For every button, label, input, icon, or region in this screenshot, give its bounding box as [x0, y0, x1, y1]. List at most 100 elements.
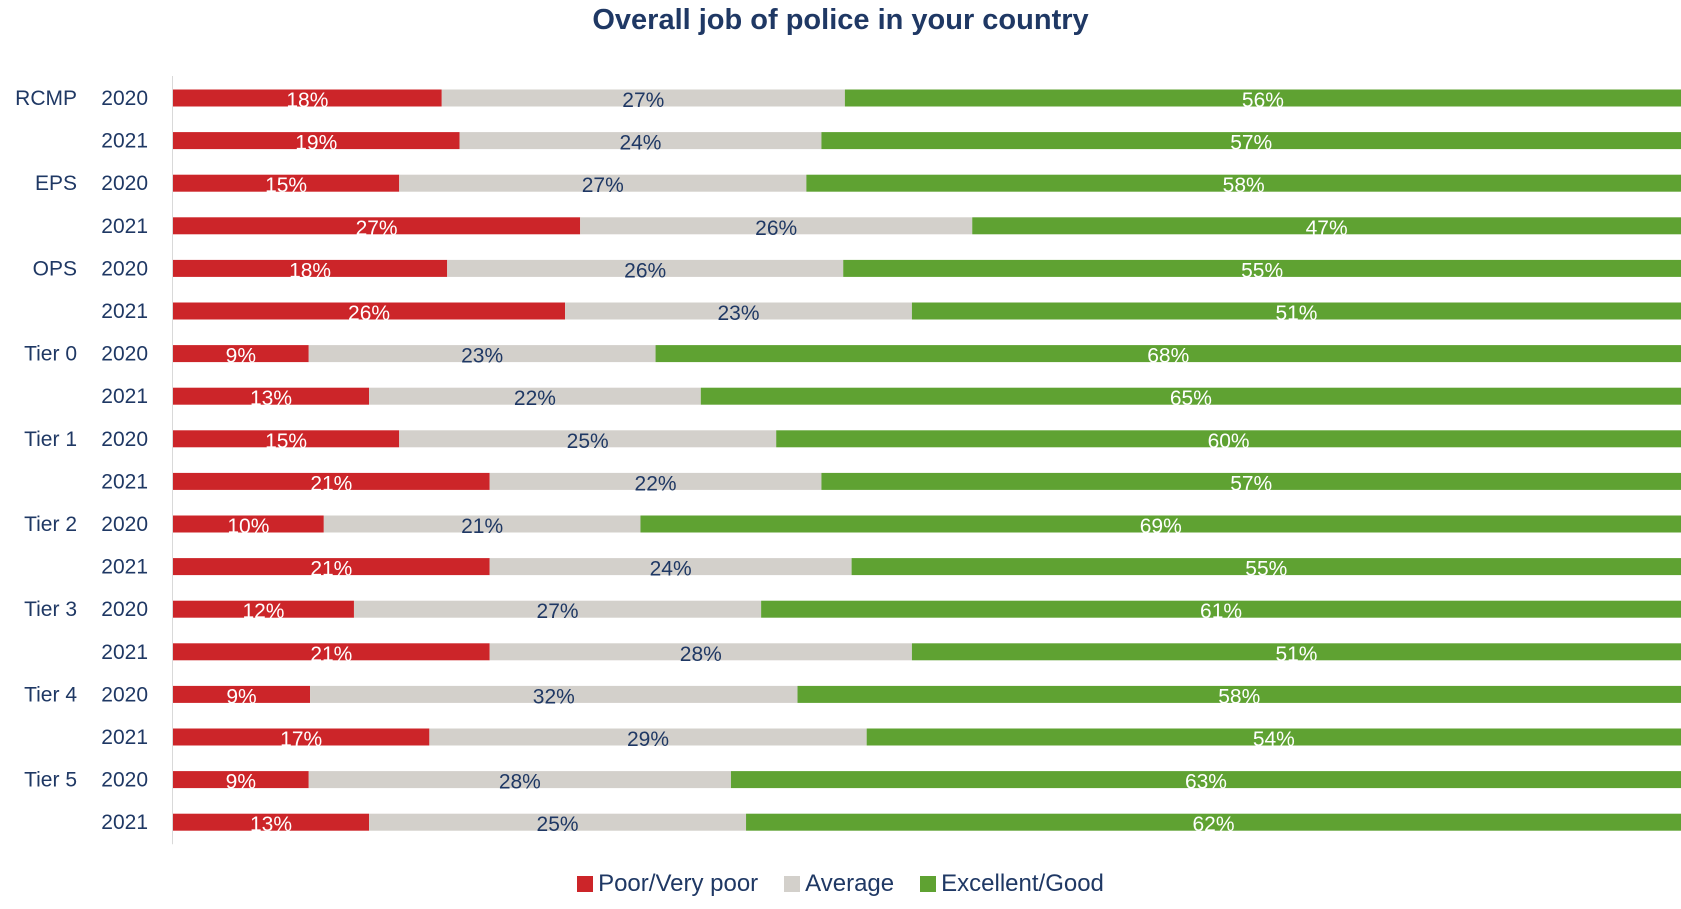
- group-label: Tier 4: [24, 683, 77, 706]
- year-label: 2021: [101, 300, 148, 323]
- year-label: 2021: [101, 556, 148, 579]
- bar-segment-poor: [173, 728, 430, 746]
- data-label: 15%: [265, 430, 307, 453]
- bar-segment-poor: [173, 558, 490, 576]
- year-label: 2020: [101, 87, 148, 110]
- group-label: RCMP: [15, 87, 77, 110]
- data-label: 18%: [289, 259, 331, 282]
- data-label: 65%: [1170, 387, 1212, 410]
- year-label: 2020: [101, 172, 148, 195]
- legend-label-excellent: Excellent/Good: [941, 870, 1104, 897]
- bar-segment-poor: [173, 132, 460, 150]
- data-label: 9%: [226, 771, 256, 794]
- bar-segment-excellent: [911, 643, 1681, 661]
- bar-segment-excellent: [797, 685, 1681, 703]
- data-label: 27%: [582, 174, 624, 197]
- data-label: 25%: [537, 813, 579, 836]
- data-label: 9%: [226, 685, 256, 708]
- bar-segment-poor: [173, 643, 490, 661]
- bar-segment-average: [308, 771, 731, 789]
- year-label: 2020: [101, 513, 148, 536]
- legend-item-excellent: Excellent/Good: [920, 870, 1104, 898]
- bar-segment-average: [489, 558, 852, 576]
- legend-swatch-excellent: [920, 876, 937, 892]
- data-label: 57%: [1230, 132, 1272, 155]
- bar-segment-poor: [173, 771, 309, 789]
- bar-segment-excellent: [640, 515, 1681, 533]
- bar-segment-poor: [173, 174, 400, 192]
- data-label: 22%: [514, 387, 556, 410]
- legend-label-poor: Poor/Very poor: [598, 870, 759, 897]
- data-label: 56%: [1242, 89, 1284, 112]
- bar-segment-excellent: [700, 387, 1681, 405]
- legend: Poor/Very poor Average Excellent/Good: [0, 870, 1681, 898]
- bar-segment-average: [310, 685, 798, 703]
- year-label: 2020: [101, 428, 148, 451]
- data-label: 27%: [622, 89, 664, 112]
- group-label: Tier 1: [24, 428, 77, 451]
- bar-segment-average: [369, 387, 701, 405]
- bar-segment-average: [353, 600, 762, 618]
- data-label: 22%: [635, 472, 677, 495]
- year-label: 2021: [101, 726, 148, 749]
- data-label: 69%: [1140, 515, 1182, 538]
- data-label: 15%: [265, 174, 307, 197]
- bar-segment-average: [399, 174, 807, 192]
- data-label: 17%: [280, 728, 322, 751]
- data-label: 63%: [1185, 771, 1227, 794]
- year-label: 2021: [101, 470, 148, 493]
- data-label: 62%: [1193, 813, 1235, 836]
- data-label: 55%: [1245, 558, 1287, 581]
- data-label: 10%: [227, 515, 269, 538]
- group-label: Tier 0: [24, 343, 77, 366]
- group-label: EPS: [35, 172, 77, 195]
- year-label: 2021: [101, 385, 148, 408]
- bar-segment-average: [447, 259, 844, 277]
- legend-swatch-average: [784, 876, 801, 892]
- bar-segment-poor: [173, 387, 370, 405]
- data-label: 23%: [461, 345, 503, 368]
- bar-segment-excellent: [866, 728, 1681, 746]
- bar-segment-excellent: [821, 132, 1681, 150]
- data-label: 25%: [567, 430, 609, 453]
- bar-segment-excellent: [821, 472, 1681, 490]
- bar-segment-poor: [173, 345, 309, 363]
- bar-segment-excellent: [806, 174, 1681, 192]
- bar-segment-average: [489, 472, 822, 490]
- bar-segment-excellent: [761, 600, 1681, 618]
- data-label: 27%: [356, 217, 398, 240]
- data-label: 23%: [717, 302, 759, 325]
- year-label: 2020: [101, 257, 148, 280]
- year-label: 2020: [101, 769, 148, 792]
- data-label: 21%: [310, 558, 352, 581]
- bar-segment-average: [459, 132, 822, 150]
- legend-item-average: Average: [784, 870, 894, 898]
- bar-segment-excellent: [776, 430, 1681, 448]
- group-label: Tier 5: [24, 769, 77, 792]
- bar-segment-average: [369, 813, 747, 831]
- data-label: 21%: [461, 515, 503, 538]
- data-label: 28%: [680, 643, 722, 666]
- bar-segment-average: [580, 217, 973, 235]
- data-label: 21%: [310, 643, 352, 666]
- bar-segment-excellent: [843, 259, 1681, 277]
- bar-segment-poor: [173, 259, 448, 277]
- data-label: 51%: [1275, 643, 1317, 666]
- bar-segment-poor: [173, 685, 311, 703]
- data-label: 55%: [1241, 259, 1283, 282]
- legend-label-average: Average: [805, 870, 895, 897]
- year-label: 2021: [101, 811, 148, 834]
- bar-segment-average: [441, 89, 845, 107]
- bar-segment-poor: [173, 813, 370, 831]
- bar-segment-excellent: [746, 813, 1681, 831]
- data-label: 21%: [310, 472, 352, 495]
- bar-segment-poor: [173, 217, 581, 235]
- data-label: 32%: [533, 685, 575, 708]
- data-label: 58%: [1218, 685, 1260, 708]
- legend-swatch-poor: [577, 876, 594, 892]
- data-label: 24%: [619, 132, 661, 155]
- data-label: 51%: [1275, 302, 1317, 325]
- data-label: 28%: [499, 771, 541, 794]
